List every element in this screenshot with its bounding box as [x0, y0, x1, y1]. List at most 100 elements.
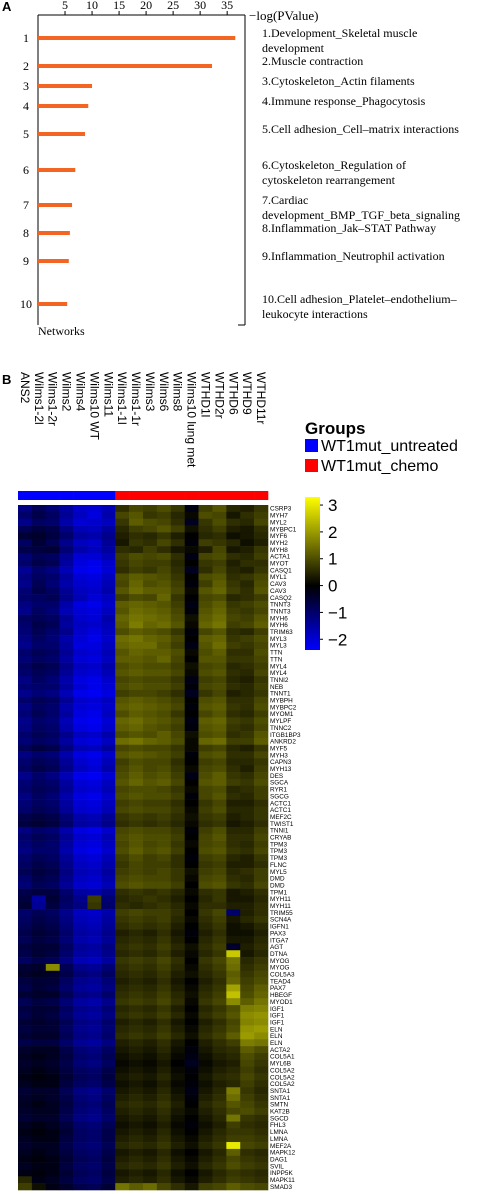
heatmap-cell: [59, 1011, 74, 1020]
heatmap-cell: [73, 902, 88, 910]
heatmap-cell: [101, 1169, 116, 1177]
heatmap-cell: [73, 552, 88, 561]
heatmap-cell: [31, 648, 47, 656]
heatmap-cell: [73, 929, 88, 937]
heatmap-cell: [73, 614, 88, 622]
heatmap-cell: [254, 868, 269, 876]
heatmap-cell: [129, 881, 144, 889]
heatmap-cell: [212, 902, 227, 910]
heatmap-cell: [115, 731, 130, 739]
heatmap-cell: [87, 607, 102, 615]
heatmap-cell: [45, 963, 60, 972]
heatmap-cell: [73, 532, 88, 540]
heatmap-cell: [198, 881, 213, 889]
gene-label: KAT2B: [270, 1109, 290, 1116]
heatmap-cell: [31, 1018, 47, 1026]
legend-label: WT1mut_chemo: [321, 458, 438, 475]
heatmap-cell: [156, 1135, 172, 1143]
heatmap-cell: [254, 559, 269, 567]
heatmap-cell: [87, 614, 102, 622]
heatmap-cell: [31, 1073, 47, 1081]
heatmap-cell: [226, 676, 241, 684]
heatmap-cell: [45, 970, 60, 978]
heatmap-cell: [87, 1128, 102, 1136]
heatmap-cell: [45, 731, 60, 739]
heatmap-cell: [31, 696, 47, 704]
heatmap-cell: [170, 1128, 185, 1136]
heatmap-cell: [156, 580, 172, 588]
heatmap-cell: [31, 683, 47, 691]
heatmap-cell: [129, 1005, 144, 1013]
heatmap-cell: [115, 724, 130, 732]
heatmap-cell: [101, 1080, 116, 1088]
group-bar: [59, 491, 74, 500]
gene-label: MAPK12: [270, 1150, 296, 1157]
heatmap-cell: [170, 970, 185, 978]
heatmap-cell: [254, 1080, 269, 1088]
heatmap-cell: [87, 1183, 102, 1191]
heatmap-cell: [254, 874, 269, 883]
heatmap-cell: [73, 991, 88, 999]
heatmap-cell: [87, 977, 102, 985]
heatmap-cell: [59, 1148, 74, 1157]
heatmap-cell: [198, 943, 213, 951]
heatmap-cell: [212, 765, 227, 773]
heatmap-cell: [45, 950, 60, 958]
heatmap-cell: [184, 1018, 199, 1026]
sample-label: WTHD2r: [212, 372, 226, 419]
heatmap-cell: [143, 854, 158, 862]
heatmap-cell: [240, 868, 255, 876]
heatmap-cell: [226, 929, 241, 937]
heatmap-cell: [45, 840, 60, 848]
heatmap-cell: [240, 1046, 255, 1054]
heatmap-cell: [101, 868, 116, 876]
gene-label: MYL3: [270, 643, 287, 650]
heatmap-cell: [156, 943, 172, 951]
heatmap-cell: [143, 868, 158, 876]
heatmap-cell: [226, 1059, 241, 1067]
heatmap-cell: [87, 669, 102, 677]
heatmap-cell: [115, 1011, 130, 1020]
heatmap-cell: [73, 1128, 88, 1136]
heatmap-cell: [31, 840, 47, 848]
heatmap-cell: [184, 600, 199, 609]
heatmap-cell: [18, 929, 33, 937]
heatmap-cell: [184, 587, 199, 595]
heatmap-cell: [129, 703, 144, 711]
heatmap-cell: [198, 1169, 213, 1177]
heatmap-cell: [254, 1053, 269, 1061]
heatmap-cell: [156, 737, 172, 746]
heatmap-cell: [101, 854, 116, 862]
gene-label: MYBPC1: [270, 526, 297, 533]
heatmap-cell: [87, 820, 102, 828]
gene-label: MYH6: [270, 622, 288, 629]
category-label: 6.Cytoskeleton_Regulation of cytoskeleto…: [262, 158, 406, 187]
heatmap-cell: [170, 1148, 185, 1157]
heatmap-cell: [45, 957, 60, 965]
heatmap-cell: [129, 984, 144, 992]
heatmap-cell: [143, 525, 158, 533]
heatmap-cell: [198, 868, 213, 876]
heatmap-cell: [143, 566, 158, 574]
heatmap-cell: [156, 991, 172, 999]
heatmap-cell: [45, 518, 60, 526]
group-bar: [184, 491, 199, 500]
heatmap-cell: [73, 689, 88, 698]
colorbar-tick-label: −2: [328, 630, 347, 649]
heatmap-cell: [226, 552, 241, 561]
heatmap-cell: [156, 820, 172, 828]
heatmap-cell: [156, 1121, 172, 1129]
heatmap-cell: [115, 984, 130, 992]
heatmap-cell: [73, 868, 88, 876]
heatmap-cell: [254, 683, 269, 691]
heatmap-cell: [59, 936, 74, 944]
heatmap-cell: [184, 546, 199, 554]
heatmap-cell: [184, 1107, 199, 1115]
sample-label: Wilms4: [74, 372, 88, 412]
heatmap-cell: [101, 505, 116, 513]
heatmap-cell: [226, 970, 241, 978]
heatmap-cell: [59, 785, 74, 793]
rank-label: 9: [23, 254, 29, 268]
gene-label: NEB: [270, 684, 283, 691]
heatmap-cell: [59, 566, 74, 574]
